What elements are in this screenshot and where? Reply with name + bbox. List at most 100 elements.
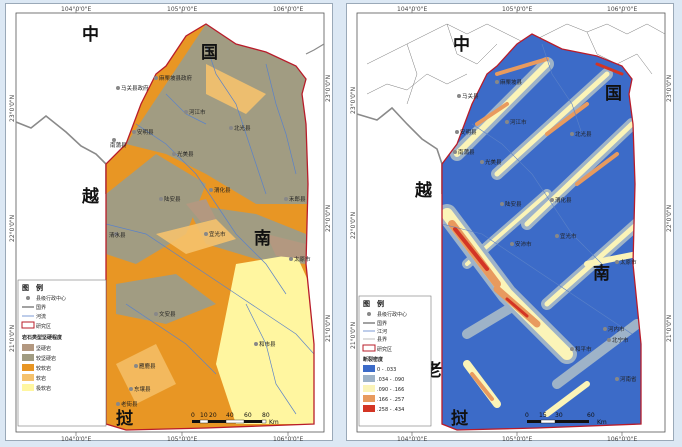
lat-tick-2: 22°0'0"N	[9, 215, 16, 242]
svg-text:60: 60	[244, 412, 252, 419]
lon-tick-bottom-3: 106°0'0"E	[607, 436, 637, 442]
lat-tick-right-1: 23°0'0"N	[666, 75, 673, 102]
city-marker: 北宁市	[607, 336, 629, 344]
city-marker: 河江市	[505, 118, 527, 126]
lon-tick-1: 104°0'0"E	[397, 6, 427, 13]
city-marker: 清水县	[109, 231, 126, 239]
country-label-zhong: 中	[453, 34, 470, 55]
city-marker: 北光县	[229, 124, 251, 132]
svg-text:清水县: 清水县	[109, 231, 126, 239]
lat-tick-right-2: 22°0'0"N	[666, 205, 673, 232]
svg-text:东壤县: 东壤县	[134, 385, 151, 393]
svg-text:宜光市: 宜光市	[560, 232, 577, 240]
map-right-svg: 104°0'0"E 105°0'0"E 106°0'0"E 104°0'0"E …	[350, 6, 673, 442]
country-label-zhong: 中	[82, 24, 99, 45]
city-marker: 马关县	[457, 92, 479, 100]
city-marker: 南蒲县	[453, 148, 475, 156]
city-marker: 安沛市	[510, 240, 532, 248]
river-network	[106, 43, 314, 415]
svg-text:县级行政中心: 县级行政中心	[377, 311, 407, 318]
lon-tick-bottom-3: 106°0'0"E	[273, 436, 303, 442]
lon-tick-2: 105°0'0"E	[167, 6, 197, 13]
city-marker: 和平市	[570, 345, 592, 353]
svg-text:15: 15	[539, 412, 547, 419]
city-marker: 渭化县	[550, 196, 572, 204]
svg-text:宜光市: 宜光市	[209, 230, 226, 238]
svg-text:10: 10	[200, 412, 208, 419]
city-marker: 太原市	[289, 255, 311, 263]
lon-tick-bottom-1: 104°0'0"E	[397, 436, 427, 442]
city-marker: 安明县	[132, 128, 154, 136]
svg-text:陆安县: 陆安县	[164, 195, 181, 203]
svg-text:.166 - .257: .166 - .257	[377, 397, 404, 403]
svg-text:麻栗坡县政府: 麻栗坡县政府	[159, 74, 193, 82]
city-marker: 禾郎县	[284, 195, 306, 203]
svg-text:安明县: 安明县	[460, 128, 477, 136]
national-border-line	[356, 106, 443, 194]
city-marker: 河内市	[603, 325, 625, 333]
lat-tick-right-3: 21°0'0"N	[666, 315, 673, 342]
svg-text:国界: 国界	[36, 305, 46, 311]
svg-text:20: 20	[209, 412, 217, 419]
svg-text:陆安县: 陆安县	[505, 200, 522, 208]
scale-bar-left: 0 10 20 40 60 80 Km	[191, 412, 279, 426]
study-area-outline	[441, 33, 642, 431]
svg-text:光美县: 光美县	[177, 150, 194, 158]
svg-text:.034 - .090: .034 - .090	[377, 377, 404, 383]
lon-tick-3: 106°0'0"E	[273, 6, 303, 13]
svg-text:太原市: 太原市	[294, 255, 311, 263]
svg-text:北宁市: 北宁市	[612, 336, 629, 344]
lon-tick-bottom-2: 105°0'0"E	[167, 436, 197, 442]
city-marker: 麻栗坡县政府	[154, 74, 193, 82]
lon-tick-2: 105°0'0"E	[502, 6, 532, 13]
svg-text:县级行政中心: 县级行政中心	[36, 295, 66, 302]
svg-text:坚硬岩: 坚硬岩	[36, 345, 51, 352]
svg-text:80: 80	[262, 412, 270, 419]
lon-tick-3: 106°0'0"E	[607, 6, 637, 13]
scale-bar-right: 0 15 30 60 Km	[525, 412, 607, 426]
legend-left: 图 例 县级行政中心 国界 河流 研究区 岩石类型坚硬程度 坚硬岩 较坚硬岩 较…	[17, 279, 107, 427]
svg-text:研究区: 研究区	[377, 346, 392, 353]
city-marker: 安明县	[455, 128, 477, 136]
svg-text:研究区: 研究区	[36, 323, 51, 330]
svg-text:文安县: 文安县	[159, 310, 176, 318]
city-marker: 南蒲县	[110, 138, 127, 149]
national-border-line	[15, 114, 107, 194]
legend-title: 图 例	[22, 283, 43, 292]
city-marker: 和市县	[254, 340, 276, 348]
svg-text:南蒲县: 南蒲县	[458, 148, 475, 156]
svg-text:河流: 河流	[36, 313, 46, 320]
svg-text:较坚硬岩: 较坚硬岩	[36, 355, 56, 362]
svg-text:麻栗坡县: 麻栗坡县	[500, 78, 523, 86]
country-label-guo: 国	[201, 43, 218, 63]
svg-text:雁鹿县: 雁鹿县	[139, 362, 156, 370]
city-marker: 太原市	[615, 258, 637, 266]
svg-text:国界: 国界	[377, 321, 387, 327]
country-label-wo: 挝	[116, 408, 134, 429]
lat-tick-right-3: 21°0'0"N	[325, 315, 332, 342]
city-marker: 渭化县	[209, 186, 231, 194]
svg-text:和市县: 和市县	[259, 340, 276, 348]
country-label-wo: 挝	[451, 408, 469, 429]
svg-text:40: 40	[226, 412, 234, 419]
svg-text:马关县政府: 马关县政府	[121, 84, 149, 92]
svg-text:老街县: 老街县	[121, 400, 138, 408]
svg-text:0 - .033: 0 - .033	[377, 367, 396, 373]
svg-text:断裂密度: 断裂密度	[363, 356, 384, 363]
city-marker: 东壤县	[129, 385, 151, 393]
svg-text:河江市: 河江市	[510, 118, 527, 126]
country-label-yue: 越	[414, 180, 433, 201]
lon-tick-bottom-1: 104°0'0"E	[61, 436, 91, 442]
city-marker: 光美县	[172, 150, 194, 158]
svg-text:河内市: 河内市	[608, 325, 625, 333]
svg-text:渭化县: 渭化县	[214, 186, 231, 194]
legend-title: 图 例	[363, 299, 384, 308]
rock-hardness-layer	[106, 24, 314, 430]
city-marker: 宜光市	[204, 230, 226, 238]
svg-text:南蒲县: 南蒲县	[110, 141, 127, 149]
city-marker: 麻栗坡县	[495, 78, 523, 86]
svg-text:河南省: 河南省	[620, 375, 637, 383]
city-marker: 光美县	[480, 158, 502, 166]
city-marker: 陆安县	[159, 195, 181, 203]
city-marker: 文安县	[154, 310, 176, 318]
